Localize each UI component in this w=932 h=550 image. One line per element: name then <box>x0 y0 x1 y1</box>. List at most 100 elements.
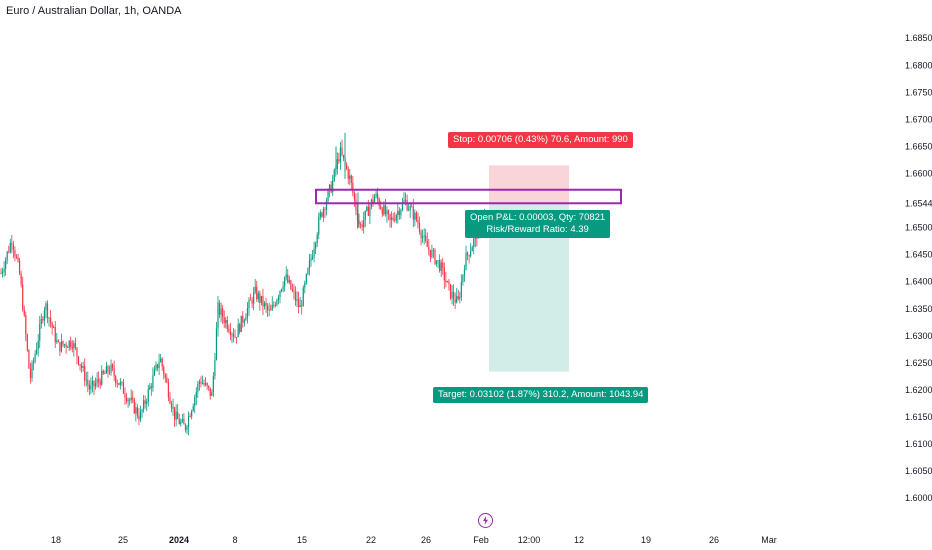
candle <box>260 295 262 306</box>
candle <box>453 284 455 306</box>
candle <box>211 389 213 397</box>
candle <box>336 152 338 175</box>
candle <box>40 313 42 329</box>
candle <box>0 268 2 275</box>
candle <box>19 257 21 276</box>
candle <box>375 189 377 199</box>
candle <box>1 267 4 278</box>
candle <box>150 383 152 396</box>
stop-zone[interactable] <box>489 165 569 204</box>
candle <box>333 168 335 183</box>
candle <box>220 302 222 323</box>
candle <box>29 362 32 384</box>
candle <box>15 254 18 259</box>
candle <box>116 379 118 388</box>
open-pnl-label: Open P&L: 0.00003, Qty: 70821 Risk/Rewar… <box>465 210 611 238</box>
candle <box>77 355 80 366</box>
candle <box>462 274 464 286</box>
y-tick-label: 1.62000 <box>905 385 932 395</box>
candle <box>6 250 8 264</box>
candle <box>122 379 125 395</box>
candle <box>353 191 355 207</box>
candle <box>257 290 259 303</box>
candle <box>347 166 349 185</box>
candle <box>445 272 447 288</box>
candle <box>299 296 301 308</box>
candle <box>31 360 33 382</box>
candle <box>234 329 236 338</box>
candle <box>318 212 320 240</box>
x-tick-label: 22 <box>366 535 376 545</box>
candle <box>240 315 242 333</box>
candle <box>432 247 435 259</box>
candle <box>161 357 163 371</box>
candle <box>434 248 436 266</box>
candle <box>274 301 276 308</box>
candle <box>107 364 109 378</box>
candle <box>470 243 472 258</box>
y-tick-label: 1.60000 <box>905 493 932 503</box>
candle <box>143 395 145 413</box>
candle <box>330 181 332 194</box>
candle <box>104 370 106 375</box>
candle <box>48 316 50 327</box>
candle <box>11 234 13 254</box>
candle <box>53 324 55 329</box>
lightning-icon[interactable] <box>478 513 493 528</box>
stop-label: Stop: 0.00706 (0.43%) 70.6, Amount: 990 <box>448 132 633 148</box>
candle <box>253 287 255 311</box>
candle <box>130 389 132 404</box>
candle <box>468 254 470 264</box>
open-pnl-text: Open P&L: 0.00003, Qty: 70821 <box>470 212 606 223</box>
candle <box>205 377 207 387</box>
candle <box>82 361 84 372</box>
candle <box>401 197 404 212</box>
candle <box>93 380 95 395</box>
candle <box>229 322 231 341</box>
candle <box>439 254 441 273</box>
candle <box>8 245 10 254</box>
x-tick-label: 12 <box>574 535 584 545</box>
target-label-text: Target: 0.03102 (1.87%) 310.2, Amount: 1… <box>438 389 644 400</box>
candle <box>59 342 61 357</box>
candle <box>389 213 391 228</box>
candle <box>287 269 289 284</box>
candle <box>167 378 169 402</box>
candle <box>147 384 149 407</box>
candle <box>215 321 218 361</box>
candle <box>473 236 475 255</box>
candle <box>158 353 160 376</box>
candle <box>418 216 421 235</box>
candle <box>442 257 444 275</box>
candle <box>223 310 225 328</box>
target-label: Target: 0.03102 (1.87%) 310.2, Amount: 1… <box>433 387 649 403</box>
candle <box>268 302 270 317</box>
candle <box>50 310 52 328</box>
candle <box>146 398 148 411</box>
candle <box>189 412 191 418</box>
candle <box>191 409 193 420</box>
candle <box>296 291 298 308</box>
candle <box>308 253 311 276</box>
candle <box>435 260 438 267</box>
candle <box>350 174 352 191</box>
x-tick-label: 15 <box>297 535 307 545</box>
candle <box>417 212 419 229</box>
candle <box>304 280 306 294</box>
candle <box>409 201 411 219</box>
candle <box>400 208 402 220</box>
candle <box>99 378 101 389</box>
candle <box>231 332 233 344</box>
y-tick-label: 1.61000 <box>905 439 932 449</box>
candle <box>232 328 235 343</box>
candle <box>118 383 120 386</box>
candle <box>451 285 453 305</box>
candle <box>273 300 275 309</box>
candle <box>332 174 334 196</box>
resistance-zone[interactable] <box>315 188 622 205</box>
candle <box>183 413 185 425</box>
candle <box>316 231 318 247</box>
y-tick-label: 1.60500 <box>905 466 932 476</box>
